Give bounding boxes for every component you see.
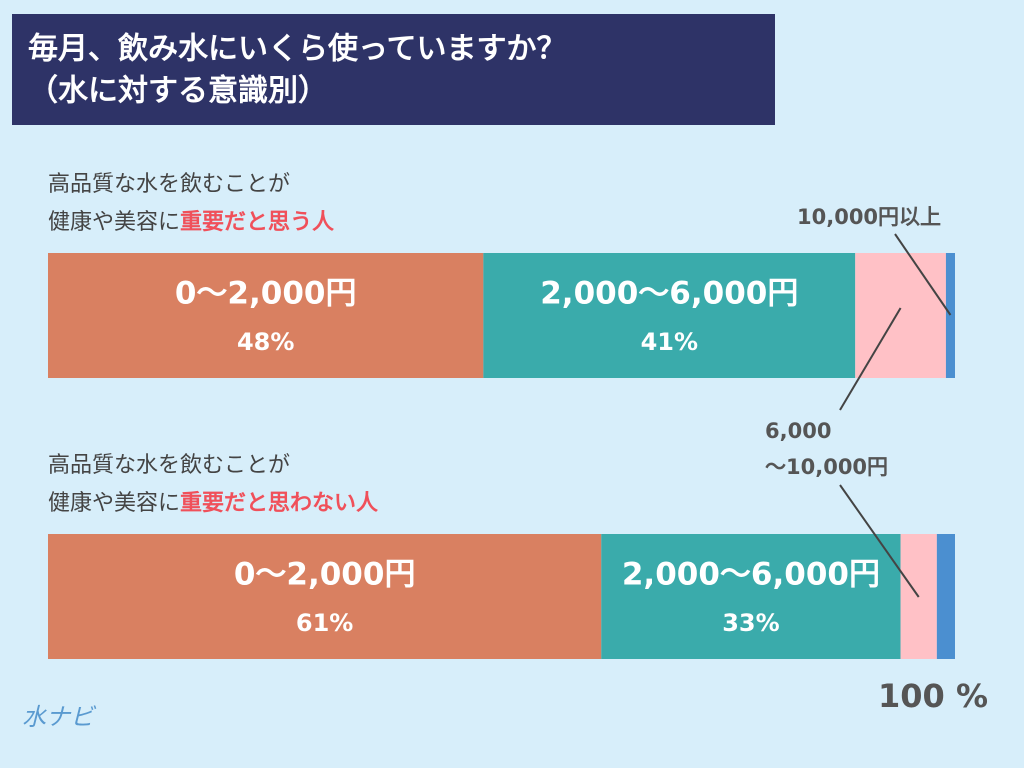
- category-label: 高品質な水を飲むことが: [48, 453, 290, 478]
- data-label: 41%: [641, 328, 698, 356]
- bar-segment: [936, 534, 955, 659]
- leader-line: [894, 233, 952, 316]
- bar-segment: [855, 253, 946, 378]
- category-label-part: 健康や美容に: [48, 491, 180, 516]
- segment-name: 2,000〜6,000円: [622, 557, 880, 593]
- logo: 水ナビ: [22, 703, 97, 731]
- callout-label: 10,000円以上: [797, 205, 941, 229]
- chart-title: 毎月、飲み水にいくら使っていますか？: [28, 32, 567, 67]
- title-box: [12, 14, 775, 125]
- callout-label: 〜10,000円: [765, 455, 888, 479]
- leader-line: [839, 484, 920, 598]
- leader-line: [839, 307, 902, 411]
- category-emphasis: 重要だと思う人: [180, 210, 334, 235]
- category-emphasis: 重要だと思わない人: [180, 491, 378, 516]
- category-label: 健康や美容に重要だと思う人: [48, 210, 334, 235]
- callout-label: 6,000: [765, 419, 831, 443]
- bar-segment: [601, 534, 901, 659]
- data-label: 48%: [237, 328, 294, 356]
- category-label-part: 健康や美容に: [48, 210, 180, 235]
- segment-name: 0〜2,000円: [234, 557, 416, 593]
- bar-segment: [945, 253, 955, 378]
- category-label: 健康や美容に重要だと思わない人: [48, 491, 378, 516]
- segment-name: 0〜2,000円: [175, 276, 357, 312]
- segment-name: 2,000〜6,000円: [540, 276, 798, 312]
- chart-title: （水に対する意識別）: [28, 74, 328, 109]
- bar-segment: [483, 253, 856, 378]
- bar-segment: [48, 253, 484, 378]
- bar-segment: [48, 534, 602, 659]
- category-label: 高品質な水を飲むことが: [48, 172, 290, 197]
- data-label: 61%: [296, 609, 353, 637]
- axis-note: 100 %: [878, 677, 988, 715]
- data-label: 33%: [722, 609, 779, 637]
